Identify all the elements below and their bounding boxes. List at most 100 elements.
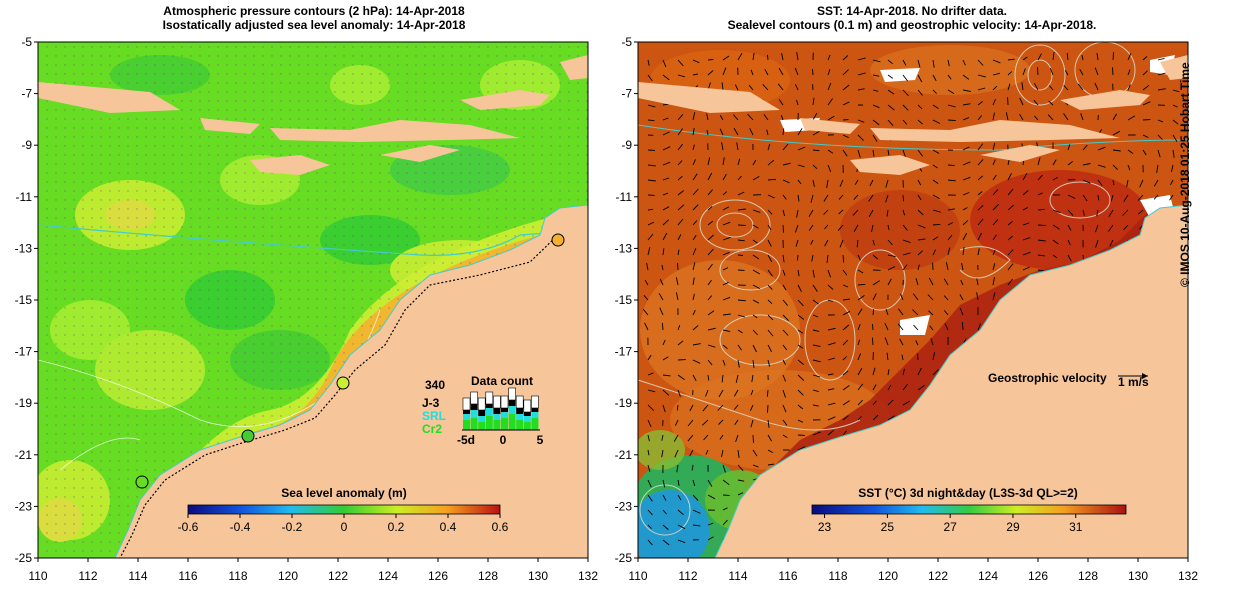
velocity-vector [1063, 85, 1069, 91]
y-tick-label: -9 [621, 138, 632, 152]
velocity-vector [932, 74, 937, 82]
velocity-vector [1067, 254, 1072, 262]
velocity-vector [884, 322, 889, 331]
data-count-bar [470, 418, 478, 430]
velocity-vector [992, 292, 996, 301]
velocity-vector [677, 479, 680, 486]
velocity-vector [943, 278, 949, 286]
velocity-vector [927, 294, 934, 301]
velocity-vector [810, 194, 814, 203]
velocity-vector [719, 128, 724, 136]
velocity-vector [752, 52, 755, 61]
velocity-vector [1019, 97, 1024, 106]
velocity-vector [1007, 173, 1012, 181]
velocity-vector [692, 59, 700, 64]
velocity-vector [1157, 72, 1166, 76]
velocity-vector [1127, 84, 1131, 91]
velocity-vector [662, 356, 669, 361]
sst-land [638, 55, 1188, 558]
y-tick-label: -7 [21, 87, 32, 101]
velocity-vector [872, 400, 877, 406]
velocity-vector [1049, 67, 1054, 76]
velocity-vector [778, 67, 784, 76]
velocity-vector [827, 284, 834, 290]
velocity-vector [677, 128, 684, 136]
velocity-vector [872, 384, 877, 391]
velocity-vector [808, 209, 814, 217]
velocity-vector [662, 74, 670, 81]
velocity-vector [977, 87, 986, 91]
data-count-bar [485, 416, 493, 430]
y-tick-label: -5 [21, 35, 32, 49]
colorbar-tick-label: 0.6 [492, 520, 509, 534]
velocity-vector [721, 449, 724, 457]
velocity-vector [797, 128, 803, 136]
velocity-vector [722, 464, 726, 473]
velocity-vector [721, 374, 724, 383]
velocity-vector [707, 248, 714, 256]
velocity-vector [1157, 88, 1166, 91]
velocity-vector [887, 119, 894, 127]
credit-text: © IMOS 10-Aug-2018 01:25 Hobart Time [1178, 62, 1192, 287]
velocity-vector [992, 85, 998, 91]
velocity-vector [842, 55, 849, 61]
velocity-vector [1048, 100, 1054, 106]
velocity-vector [1037, 66, 1039, 76]
velocity-vector [1157, 57, 1165, 61]
velocity-vector [826, 254, 829, 263]
data-count-bar [523, 422, 531, 430]
velocity-vector [917, 238, 926, 241]
data-count-bar [508, 414, 516, 430]
velocity-vector [737, 254, 744, 256]
velocity-vector [961, 263, 964, 271]
velocity-vector [722, 281, 729, 286]
sst-sealevel-contours [638, 42, 1136, 536]
velocity-vector [869, 179, 874, 187]
x-tick-label: 122 [928, 569, 948, 583]
velocity-vector [662, 374, 671, 377]
velocity-vector [782, 162, 791, 166]
velocity-vector [767, 329, 774, 337]
velocity-vector [692, 262, 696, 271]
velocity-vector [1067, 224, 1072, 231]
x-tick-label: 130 [528, 569, 548, 583]
velocity-vector [992, 234, 997, 241]
y-tick-label: -7 [621, 87, 632, 101]
velocity-vector [707, 220, 714, 226]
velocity-vector [767, 209, 773, 215]
data-count-bar [516, 414, 524, 420]
velocity-vector [872, 293, 877, 301]
velocity-vector [647, 119, 655, 122]
velocity-vector [872, 254, 879, 260]
velocity-vector [737, 299, 746, 302]
velocity-vector [749, 128, 754, 136]
velocity-vector [932, 119, 941, 124]
velocity-vector [887, 74, 894, 79]
sla-colorbar [187, 504, 501, 515]
velocity-vector [794, 67, 799, 76]
velocity-vector [692, 479, 696, 487]
velocity-vector [962, 161, 971, 166]
velocity-vector [1037, 174, 1043, 181]
velocity-vector [902, 368, 905, 376]
velocity-vector [647, 233, 654, 241]
velocity-vector [932, 369, 939, 376]
velocity-vector [977, 323, 982, 331]
velocity-vector [887, 239, 893, 246]
velocity-vector [1021, 82, 1024, 91]
colorbar-tick-label: 27 [943, 520, 957, 534]
velocity-vector [913, 324, 919, 331]
x-tick-label: 110 [628, 569, 647, 583]
velocity-vector [1094, 224, 1099, 233]
velocity-vector [812, 164, 818, 170]
velocity-vector [1172, 104, 1178, 108]
velocity-vector [842, 254, 845, 263]
velocity-vector [992, 263, 996, 271]
velocity-vector [1066, 52, 1069, 61]
velocity-vector [736, 142, 739, 151]
velocity-vector [932, 194, 940, 200]
velocity-vector [1022, 251, 1031, 256]
velocity-vector [721, 82, 724, 91]
velocity-vector [1142, 134, 1149, 138]
velocity-vector [962, 232, 968, 241]
